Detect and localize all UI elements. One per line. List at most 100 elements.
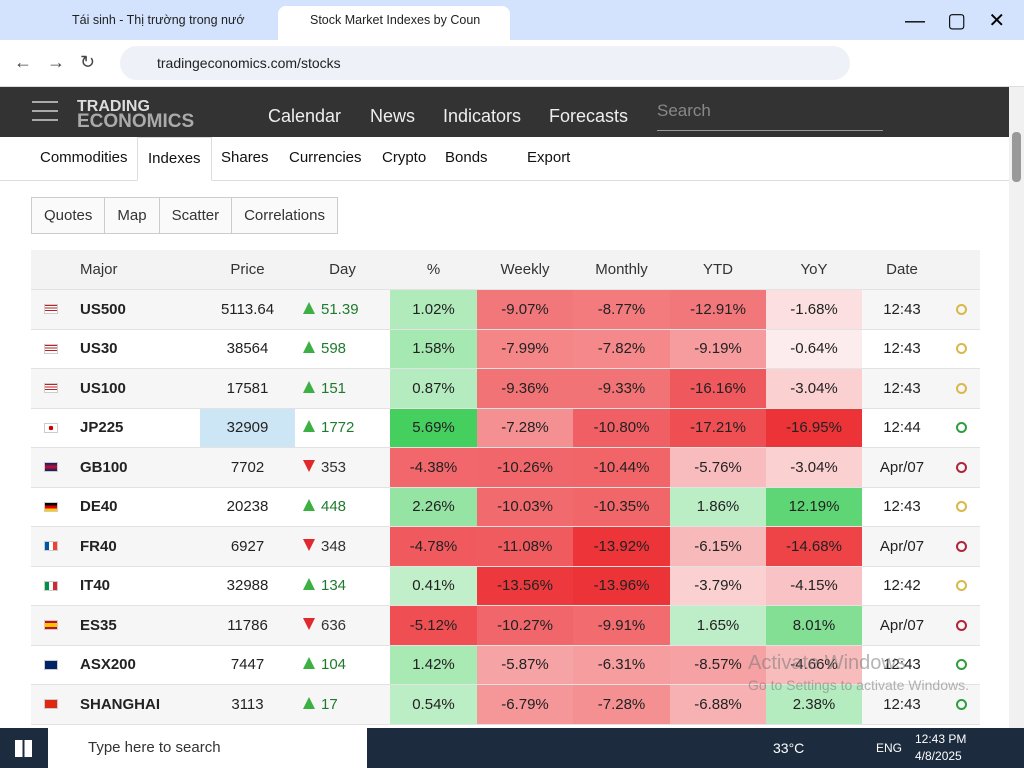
name-cell: ASX200 bbox=[70, 645, 200, 685]
date-cell: Apr/07 bbox=[862, 447, 942, 488]
monthly-cell: -13.96% bbox=[573, 566, 670, 606]
pct-cell: 5.69% bbox=[390, 408, 477, 448]
clock-icon bbox=[955, 382, 967, 394]
view-button[interactable]: Quotes bbox=[32, 198, 106, 233]
name-cell: US30 bbox=[70, 329, 200, 369]
flag bbox=[43, 501, 58, 512]
start-button[interactable] bbox=[15, 740, 32, 757]
flag-cell bbox=[31, 684, 70, 725]
trend-arrow bbox=[303, 657, 315, 670]
flag bbox=[43, 343, 58, 354]
nav-buttons[interactable]: ← → ↻ bbox=[14, 52, 96, 72]
weather[interactable]: 33°C bbox=[773, 740, 805, 756]
pct-cell: 0.87% bbox=[390, 368, 477, 409]
header-row: Major Price Day% Weekly Monthly YTD YoY Date bbox=[31, 250, 980, 290]
scrollbar[interactable] bbox=[1009, 87, 1024, 728]
sub-link[interactable]: Bonds bbox=[445, 149, 488, 166]
name-cell: ES35 bbox=[70, 605, 200, 646]
day-cell: 348 bbox=[295, 526, 390, 567]
monthly-cell: -7.28% bbox=[573, 684, 670, 725]
quote-row[interactable]: ASX200 7447 104 1.42% -5.87% -6.31% -8.57% -4.6… bbox=[31, 645, 980, 685]
sub-link[interactable]: Indexes bbox=[137, 137, 212, 181]
day-cell: 104 bbox=[295, 645, 390, 685]
nav-link[interactable]: News bbox=[370, 106, 416, 126]
date-cell: 12:43 bbox=[862, 487, 942, 527]
flag-cell bbox=[31, 605, 70, 646]
flag bbox=[43, 620, 58, 631]
menu-icon[interactable] bbox=[32, 101, 58, 121]
clock-date[interactable]: 4/8/2025 bbox=[915, 749, 962, 763]
ytd-cell: -3.79% bbox=[670, 566, 766, 606]
day-change: 636 bbox=[321, 616, 347, 634]
trend-arrow bbox=[303, 420, 315, 433]
site-header: TRADING ECONOMICS Calendar News Indicator… bbox=[0, 87, 1009, 137]
search-field[interactable]: Search bbox=[657, 101, 883, 131]
day-cell: 353 bbox=[295, 447, 390, 488]
language[interactable]: ENG bbox=[876, 741, 903, 755]
day-change: 448 bbox=[321, 498, 347, 516]
trend-arrow bbox=[303, 301, 315, 314]
sub-link[interactable]: Crypto bbox=[382, 149, 427, 166]
nav-link[interactable]: Indicators bbox=[443, 106, 522, 126]
quote-row[interactable]: JP225 32909 1772 5.69% -7.28% -10.80% -17.21% -… bbox=[31, 408, 980, 448]
clock-cell bbox=[942, 526, 980, 567]
clock-time[interactable]: 12:43 PM bbox=[915, 732, 967, 746]
nav-link[interactable]: Calendar bbox=[268, 106, 342, 126]
quote-row[interactable]: SHANGHAI 3113 17 0.54% -6.79% -7.28% -6.88% 2.3… bbox=[31, 684, 980, 725]
quote-row[interactable]: US500 5113.64 51.39 1.02% -9.07% -8.77% -12.91… bbox=[31, 289, 980, 330]
clock-icon bbox=[955, 422, 967, 434]
clock-cell bbox=[942, 289, 980, 330]
price-cell: 7702 bbox=[200, 447, 295, 488]
export-link[interactable]: Export bbox=[527, 149, 571, 166]
flag-cell bbox=[31, 408, 70, 448]
clock-cell bbox=[942, 408, 980, 448]
logo[interactable]: TRADING ECONOMICS bbox=[77, 99, 194, 132]
tab[interactable]: Stock Market Indexes by Count bbox=[310, 13, 480, 27]
flag-cell bbox=[31, 289, 70, 330]
header-cell: Monthly bbox=[573, 250, 670, 290]
url-field[interactable]: tradingeconomics.com/stocks bbox=[120, 46, 850, 80]
sub-link[interactable]: Shares bbox=[221, 149, 269, 166]
quote-row[interactable]: GB100 7702 353 -4.38% -10.26% -10.44% -5.76% -3… bbox=[31, 447, 980, 488]
price-cell: 32909 bbox=[200, 408, 295, 448]
date-cell: 12:43 bbox=[862, 368, 942, 409]
view-button[interactable]: Correlations bbox=[244, 207, 325, 224]
view-button[interactable]: Map bbox=[105, 198, 160, 233]
name-cell: US500 bbox=[70, 289, 200, 330]
flag-cell bbox=[31, 487, 70, 527]
day-change: 151 bbox=[321, 379, 347, 397]
nav-link[interactable]: Forecasts bbox=[549, 106, 629, 126]
pct-cell: 0.41% bbox=[390, 566, 477, 606]
quote-row[interactable]: DE40 20238 448 2.26% -10.03% -10.35% 1.86% 12.1… bbox=[31, 487, 980, 527]
header-cell bbox=[942, 250, 980, 290]
watermark-text: Go to Settings to activate Windows. bbox=[748, 677, 969, 693]
quote-row[interactable]: FR40 6927 348 -4.78% -11.08% -13.92% -6.15% -14… bbox=[31, 526, 980, 567]
day-cell: 151 bbox=[295, 368, 390, 409]
view-button[interactable]: Scatter bbox=[160, 198, 233, 233]
window-controls[interactable]: — ▢ ✕ bbox=[905, 10, 1006, 32]
price-cell: 5113.64 bbox=[200, 289, 295, 330]
quote-row[interactable]: US100 17581 151 0.87% -9.36% -9.33% -16.16% -3.… bbox=[31, 368, 980, 409]
sub-link[interactable]: Commodities bbox=[40, 149, 128, 166]
flag bbox=[43, 462, 58, 473]
pct-cell: 1.58% bbox=[390, 329, 477, 369]
name-cell: SHANGHAI bbox=[70, 684, 200, 725]
date-cell: 12:43 bbox=[862, 289, 942, 330]
quote-row[interactable]: ES35 11786 636 -5.12% -10.27% -9.91% 1.65% 8.01… bbox=[31, 605, 980, 646]
quote-row[interactable]: IT40 32988 134 0.41% -13.56% -13.96% -3.79% -4.… bbox=[31, 566, 980, 606]
taskbar-search[interactable]: Type here to search bbox=[48, 728, 367, 768]
clock-cell bbox=[942, 447, 980, 488]
sub-link[interactable]: Currencies bbox=[289, 149, 362, 166]
tab[interactable]: Tái sinh - Thị trường trong nướ bbox=[72, 13, 245, 27]
ytd-cell: -8.57% bbox=[670, 645, 766, 685]
pct-cell: 1.42% bbox=[390, 645, 477, 685]
flag bbox=[43, 580, 58, 591]
ytd-cell: -16.16% bbox=[670, 368, 766, 409]
monthly-cell: -7.82% bbox=[573, 329, 670, 369]
pct-cell: -4.38% bbox=[390, 447, 477, 488]
flag bbox=[43, 659, 58, 670]
flag-cell bbox=[31, 566, 70, 606]
quote-row[interactable]: US30 38564 598 1.58% -7.99% -7.82% -9.19% -0.64… bbox=[31, 329, 980, 369]
clock-icon bbox=[955, 343, 967, 355]
